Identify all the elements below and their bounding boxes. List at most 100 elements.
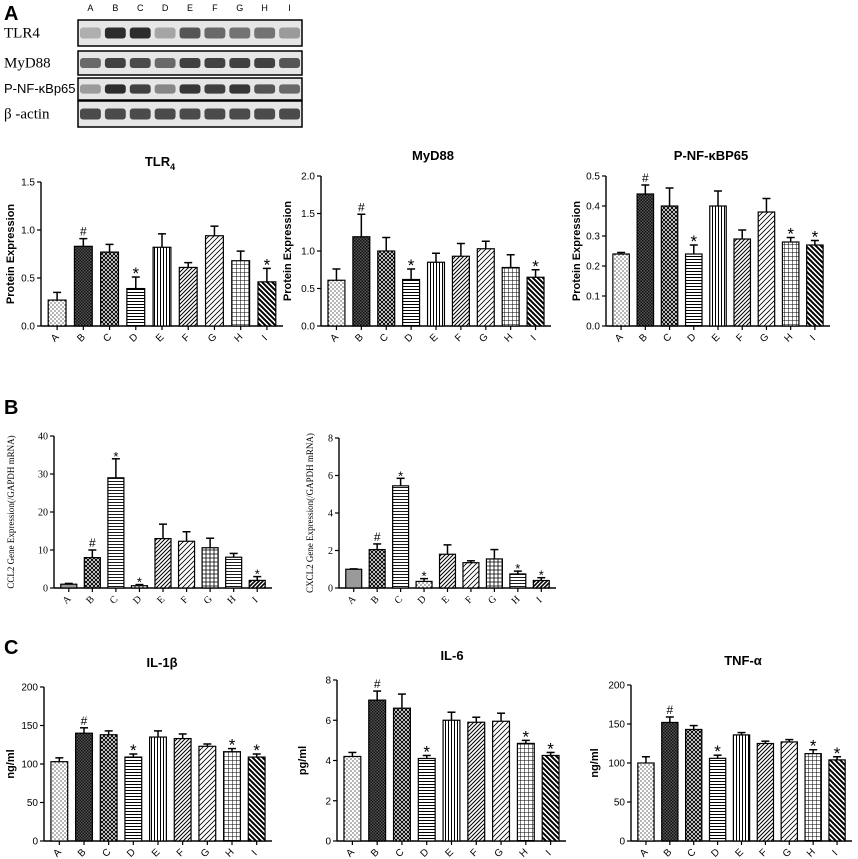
x-tick-label: A bbox=[346, 593, 359, 606]
x-tick-label: H bbox=[225, 594, 238, 607]
blot-band bbox=[279, 84, 300, 94]
bar bbox=[804, 753, 822, 842]
blot-band bbox=[229, 57, 251, 69]
chart-title: TLR4 bbox=[145, 154, 175, 172]
bar bbox=[368, 699, 387, 842]
bar bbox=[442, 719, 461, 842]
x-tick-label: G bbox=[486, 594, 499, 607]
bar bbox=[126, 287, 146, 327]
x-tick-label: G bbox=[206, 331, 219, 344]
x-tick-label: B bbox=[369, 847, 382, 859]
x-tick-label: E bbox=[150, 847, 163, 859]
blot-band bbox=[80, 27, 101, 39]
x-tick-label: B bbox=[75, 332, 88, 345]
y-tick-label: 1.5 bbox=[301, 209, 315, 220]
blot-lane-label: F bbox=[212, 3, 218, 13]
x-tick-label: I bbox=[534, 595, 544, 605]
bar bbox=[438, 553, 457, 589]
hash-marker: # bbox=[89, 536, 96, 550]
panel-letter-c: C bbox=[4, 637, 18, 659]
y-axis-label: Protein Expression bbox=[571, 201, 583, 302]
y-tick-label: 0 bbox=[325, 837, 331, 848]
x-tick-label: D bbox=[419, 847, 432, 859]
x-tick-label: B bbox=[353, 332, 366, 345]
x-tick-label: H bbox=[232, 332, 245, 345]
y-tick-label: 150 bbox=[608, 720, 625, 731]
chart-il6: IL-6 pg/ml 0 2 4 6 8 A B # C D * E F G H * I * bbox=[297, 648, 566, 859]
hash-marker: # bbox=[374, 530, 381, 544]
y-tick-label: 200 bbox=[608, 681, 625, 692]
chart-tlr4: TLR4 Protein Expression 0.0 0.5 1.0 1.5 A B # C D *… bbox=[5, 154, 283, 345]
blot-band bbox=[254, 27, 276, 39]
blot-band bbox=[154, 108, 176, 120]
y-tick-label: 8 bbox=[325, 676, 331, 687]
blot-band bbox=[104, 27, 126, 39]
bar bbox=[173, 737, 192, 842]
x-tick-label: A bbox=[613, 332, 626, 345]
x-tick-label: D bbox=[709, 847, 722, 859]
y-tick-label: 0 bbox=[43, 584, 48, 595]
x-tick-label: C bbox=[686, 847, 699, 859]
bar bbox=[345, 568, 363, 589]
bar bbox=[462, 562, 480, 589]
bar bbox=[177, 540, 196, 589]
x-tick-label: C bbox=[101, 332, 114, 345]
y-axis-label: Protein Expression bbox=[5, 204, 17, 305]
x-tick-label: E bbox=[154, 332, 167, 345]
blot-band bbox=[254, 57, 276, 69]
x-tick-label: D bbox=[686, 332, 699, 345]
bar bbox=[100, 251, 120, 327]
x-tick-label: I bbox=[808, 333, 818, 343]
bar bbox=[178, 266, 198, 327]
bar bbox=[732, 734, 751, 842]
x-tick-label: G bbox=[493, 846, 506, 859]
blot-band bbox=[179, 27, 201, 39]
bar bbox=[485, 558, 503, 589]
significance-marker: * bbox=[515, 561, 520, 576]
blot-lane-label: C bbox=[137, 3, 144, 13]
bar bbox=[47, 299, 67, 327]
y-axis-label: ng/ml bbox=[5, 749, 17, 778]
x-tick-label: E bbox=[733, 847, 746, 859]
x-tick-label: C bbox=[100, 847, 113, 859]
blot-band bbox=[80, 108, 101, 120]
bar bbox=[83, 556, 101, 589]
y-tick-label: 0.2 bbox=[586, 262, 600, 273]
bar bbox=[501, 266, 520, 327]
significance-marker: * bbox=[264, 255, 271, 274]
y-tick-label: 0.4 bbox=[586, 202, 600, 213]
significance-marker: * bbox=[690, 232, 697, 251]
blot-band bbox=[129, 27, 151, 39]
x-tick-label: G bbox=[477, 331, 490, 344]
blot-band bbox=[104, 108, 126, 120]
chart-title: TNF-α bbox=[724, 653, 762, 668]
y-tick-label: 10 bbox=[38, 546, 48, 557]
x-tick-label: F bbox=[179, 594, 191, 606]
bar bbox=[60, 583, 78, 589]
significance-marker: * bbox=[810, 737, 817, 756]
x-tick-label: C bbox=[378, 332, 391, 345]
blot-lane-label: B bbox=[112, 3, 118, 13]
x-tick-label: C bbox=[661, 332, 674, 345]
significance-marker: * bbox=[812, 228, 819, 247]
blot-band bbox=[80, 57, 101, 69]
blot-band bbox=[104, 57, 126, 69]
significance-marker: * bbox=[787, 225, 794, 244]
bar bbox=[660, 205, 679, 327]
blot-row-label: MyD88 bbox=[4, 55, 51, 71]
y-tick-label: 0.0 bbox=[301, 322, 315, 333]
x-tick-label: E bbox=[428, 332, 441, 345]
chart-pnfkb: P-NF-κBP65 Protein Expression 0.0 0.1 0.2 0.3… bbox=[571, 148, 830, 345]
blot-band bbox=[204, 27, 226, 39]
bar bbox=[368, 548, 386, 589]
x-tick-label: I bbox=[544, 848, 554, 858]
blot-band bbox=[229, 27, 251, 39]
blot-lane-label: D bbox=[162, 3, 169, 13]
significance-marker: * bbox=[422, 569, 427, 584]
blot-band bbox=[129, 57, 151, 69]
bar bbox=[509, 573, 527, 589]
significance-marker: * bbox=[532, 257, 539, 276]
x-tick-label: D bbox=[403, 332, 416, 345]
x-tick-label: F bbox=[734, 332, 746, 344]
y-tick-label: 1.0 bbox=[301, 247, 315, 258]
